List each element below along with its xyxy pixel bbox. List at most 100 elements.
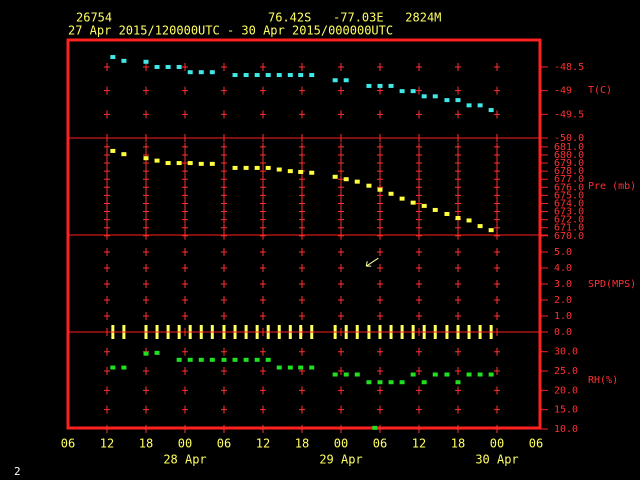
grid-cross (143, 207, 149, 216)
grid-cross (494, 62, 500, 71)
data-point (176, 64, 182, 69)
grid-cross (299, 247, 305, 256)
grid-cross (104, 295, 110, 304)
y-tick-label: 672.0 (554, 215, 584, 226)
y-tick-label: -49 (554, 86, 572, 97)
grid-cross (416, 191, 422, 200)
grid-cross (455, 386, 461, 395)
grid-cross (260, 311, 266, 320)
grid-cross (416, 311, 422, 320)
grid-cross (377, 159, 383, 168)
grid-cross (338, 295, 344, 304)
data-point (377, 187, 383, 192)
grid-cross (143, 142, 149, 151)
grid-cross (494, 183, 500, 192)
data-point (254, 165, 260, 170)
data-point (265, 357, 271, 362)
grid-cross (455, 86, 461, 95)
grid-cross (455, 347, 461, 356)
grid-cross (416, 142, 422, 151)
grid-cross (377, 175, 383, 184)
grid-cross (455, 231, 461, 240)
grid-cross (143, 425, 149, 433)
data-point (488, 372, 494, 377)
grid-cross (494, 167, 500, 176)
grid-cross (182, 386, 188, 395)
grid-cross (104, 231, 110, 240)
grid-cross (182, 110, 188, 119)
data-point (366, 380, 372, 385)
grid-cross (455, 223, 461, 232)
data-point (332, 372, 338, 377)
data-point (410, 372, 416, 377)
grid-cross (260, 405, 266, 414)
grid-cross (338, 167, 344, 176)
grid-cross (104, 347, 110, 356)
grid-cross (104, 215, 110, 224)
data-point (466, 103, 472, 108)
grid-cross (455, 311, 461, 320)
data-point (187, 70, 193, 75)
grid-cross (104, 62, 110, 71)
data-point (232, 357, 238, 362)
data-point (332, 78, 338, 83)
grid-cross (455, 263, 461, 272)
data-point (366, 83, 372, 88)
grid-cross (299, 263, 305, 272)
data-point (343, 78, 349, 83)
grid-cross (416, 386, 422, 395)
data-point (243, 73, 249, 78)
grid-cross (338, 425, 344, 433)
data-point (276, 365, 282, 370)
grid-cross (338, 347, 344, 356)
date-label: 30 Apr (475, 453, 518, 467)
grid-cross (104, 405, 110, 414)
data-point (232, 165, 238, 170)
grid-cross (143, 279, 149, 288)
data-point (432, 372, 438, 377)
grid-cross (338, 405, 344, 414)
data-point (388, 380, 394, 385)
grid-cross (455, 150, 461, 159)
grid-cross (338, 279, 344, 288)
data-point (477, 224, 483, 229)
data-point (488, 228, 494, 233)
grid-cross (182, 183, 188, 192)
grid-cross (104, 367, 110, 376)
grid-cross (377, 247, 383, 256)
grid-cross (494, 142, 500, 151)
data-point (276, 167, 282, 172)
grid-cross (494, 191, 500, 200)
data-point (354, 179, 360, 184)
grid-cross (104, 279, 110, 288)
x-tick-label: 18 (295, 437, 309, 451)
grid-cross (104, 142, 110, 151)
grid-cross (338, 223, 344, 232)
grid-cross (416, 86, 422, 95)
grid-cross (182, 347, 188, 356)
grid-cross (221, 405, 227, 414)
data-point (165, 161, 171, 166)
grid-cross (338, 159, 344, 168)
grid-cross (494, 247, 500, 256)
grid-cross (494, 425, 500, 433)
grid-cross (260, 62, 266, 71)
grid-cross (338, 175, 344, 184)
grid-cross (377, 279, 383, 288)
grid-cross (416, 150, 422, 159)
grid-cross (455, 159, 461, 168)
y-tick-label: 5.0 (554, 247, 572, 258)
grid-cross (455, 367, 461, 376)
data-point (154, 64, 160, 69)
grid-cross (494, 263, 500, 272)
grid-cross (299, 86, 305, 95)
data-point (110, 148, 116, 153)
data-point (399, 89, 405, 94)
data-point (176, 161, 182, 166)
grid-cross (143, 62, 149, 71)
grid-cross (182, 199, 188, 208)
grid-cross (299, 142, 305, 151)
grid-cross (416, 247, 422, 256)
data-point (377, 380, 383, 385)
